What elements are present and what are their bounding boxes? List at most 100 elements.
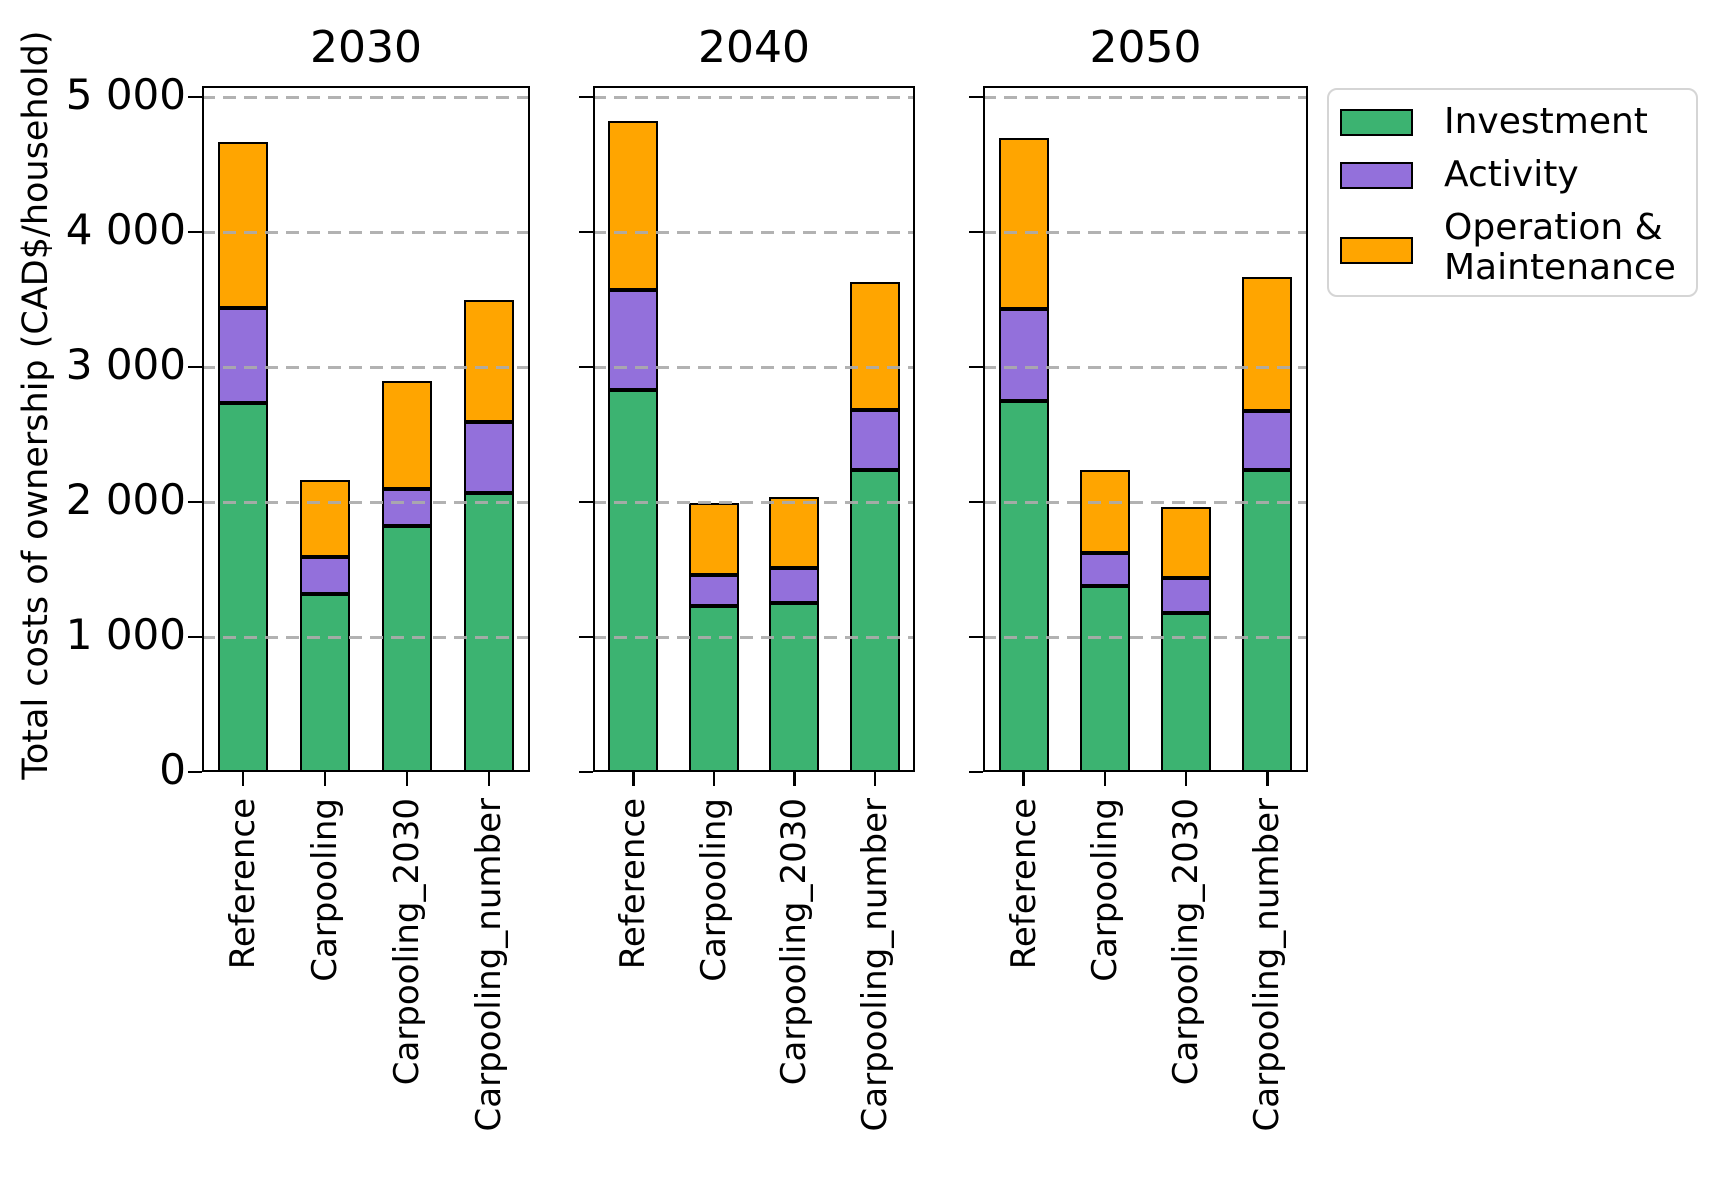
- gridline: [983, 230, 1308, 234]
- bar-segment-activity: [1242, 410, 1293, 470]
- y-tick-label: 4 000: [65, 205, 186, 255]
- bar-segment-activity: [218, 307, 268, 404]
- bar-segment-operation-maintenance: [608, 120, 659, 291]
- y-tick: [188, 95, 202, 99]
- bar-segment-operation-maintenance: [300, 479, 350, 557]
- gridline: [983, 365, 1308, 369]
- bar-segment-investment: [849, 469, 900, 772]
- bar-segment-investment: [1242, 469, 1293, 772]
- bar-segment-investment: [998, 400, 1049, 772]
- bar-segment-activity: [769, 568, 820, 603]
- y-tick: [579, 230, 593, 234]
- x-tick: [1103, 772, 1107, 786]
- bar-segment-activity: [1079, 553, 1130, 586]
- y-tick: [188, 230, 202, 234]
- bar-segment-investment: [1161, 612, 1212, 772]
- bar-segment-activity: [998, 308, 1049, 401]
- gridline: [202, 95, 530, 99]
- legend-label-activity: Activity: [1444, 154, 1579, 195]
- x-tick: [632, 772, 635, 786]
- gridline: [202, 635, 530, 639]
- x-tick: [1266, 772, 1269, 786]
- bar-segment-operation-maintenance: [464, 299, 514, 423]
- y-tick-label: 1 000: [65, 610, 186, 660]
- y-tick: [579, 500, 593, 504]
- gridline: [202, 500, 530, 504]
- y-tick: [188, 635, 202, 639]
- x-tick-label: Carpooling_number: [854, 798, 895, 1132]
- gridline: [202, 230, 530, 234]
- y-tick-label: 5 000: [65, 70, 186, 120]
- x-tick: [241, 772, 245, 786]
- gridline: [593, 365, 915, 369]
- y-tick-label: 2 000: [65, 475, 186, 525]
- y-tick: [579, 635, 593, 639]
- bar-segment-operation-maintenance: [769, 497, 820, 569]
- bar-segment-operation-maintenance: [1161, 506, 1212, 579]
- gridline: [983, 500, 1308, 504]
- gridline: [593, 95, 915, 99]
- y-tick-label: 3 000: [65, 340, 186, 390]
- x-tick: [793, 772, 796, 786]
- bar-segment-investment: [382, 525, 432, 772]
- bar-segment-investment: [464, 492, 514, 772]
- subplot-title: 2030: [310, 22, 422, 73]
- legend-patch-activity: [1340, 162, 1413, 189]
- x-tick-label: Carpooling: [693, 798, 734, 982]
- bar-segment-investment: [218, 403, 268, 772]
- x-tick-label: Carpooling_2030: [387, 798, 427, 1086]
- subplot-title: 2040: [698, 22, 810, 73]
- x-tick: [712, 772, 715, 786]
- bar-segment-activity: [1161, 578, 1212, 613]
- bar-segment-activity: [382, 489, 432, 526]
- gridline: [983, 95, 1308, 99]
- x-tick-label: Carpooling_2030: [1166, 798, 1207, 1086]
- gridline: [593, 230, 915, 234]
- bar-segment-investment: [1079, 585, 1130, 772]
- x-tick: [405, 772, 409, 786]
- y-tick: [969, 500, 983, 504]
- bar-segment-operation-maintenance: [1079, 469, 1130, 554]
- y-tick: [188, 500, 202, 504]
- y-tick-label: 0: [159, 745, 186, 795]
- bar-segment-operation-maintenance: [1242, 276, 1293, 411]
- subplot-title: 2050: [1089, 22, 1202, 73]
- x-tick-label: Reference: [613, 798, 654, 970]
- x-tick-label: Carpooling: [1084, 798, 1125, 982]
- y-axis-label: Total costs of ownership (CAD$/household…: [16, 30, 56, 780]
- bar-segment-investment: [300, 594, 350, 772]
- gridline: [593, 635, 915, 639]
- bar-segment-operation-maintenance: [998, 137, 1049, 309]
- bar-segment-operation-maintenance: [382, 380, 432, 490]
- y-tick: [188, 770, 202, 774]
- bar-segment-activity: [849, 410, 900, 470]
- y-tick: [579, 365, 593, 369]
- y-tick: [969, 95, 983, 99]
- gridline: [202, 365, 530, 369]
- bar-segment-activity: [608, 290, 659, 390]
- y-tick: [579, 95, 593, 99]
- bar-segment-operation-maintenance: [688, 503, 739, 575]
- y-tick: [969, 635, 983, 639]
- y-tick: [969, 770, 983, 774]
- x-tick-label: Carpooling_number: [1247, 798, 1288, 1132]
- x-tick-label: Reference: [223, 798, 263, 970]
- x-tick-label: Carpooling_2030: [774, 798, 815, 1086]
- bar-segment-activity: [688, 574, 739, 606]
- legend: Investment Activity Operation & Maintena…: [1327, 88, 1698, 297]
- bar-segment-operation-maintenance: [218, 141, 268, 308]
- legend-label-operation-maintenance: Operation & Maintenance: [1444, 207, 1676, 288]
- bar-segment-investment: [608, 389, 659, 772]
- x-tick-label: Reference: [1003, 798, 1044, 970]
- x-tick: [873, 772, 876, 786]
- bar-segment-investment: [688, 605, 739, 772]
- gridline: [983, 635, 1308, 639]
- x-tick: [323, 772, 327, 786]
- y-tick: [188, 365, 202, 369]
- x-tick-label: Carpooling: [305, 798, 345, 982]
- y-tick: [969, 365, 983, 369]
- x-tick: [1022, 772, 1025, 786]
- legend-patch-operation-maintenance: [1340, 237, 1413, 264]
- gridline: [593, 500, 915, 504]
